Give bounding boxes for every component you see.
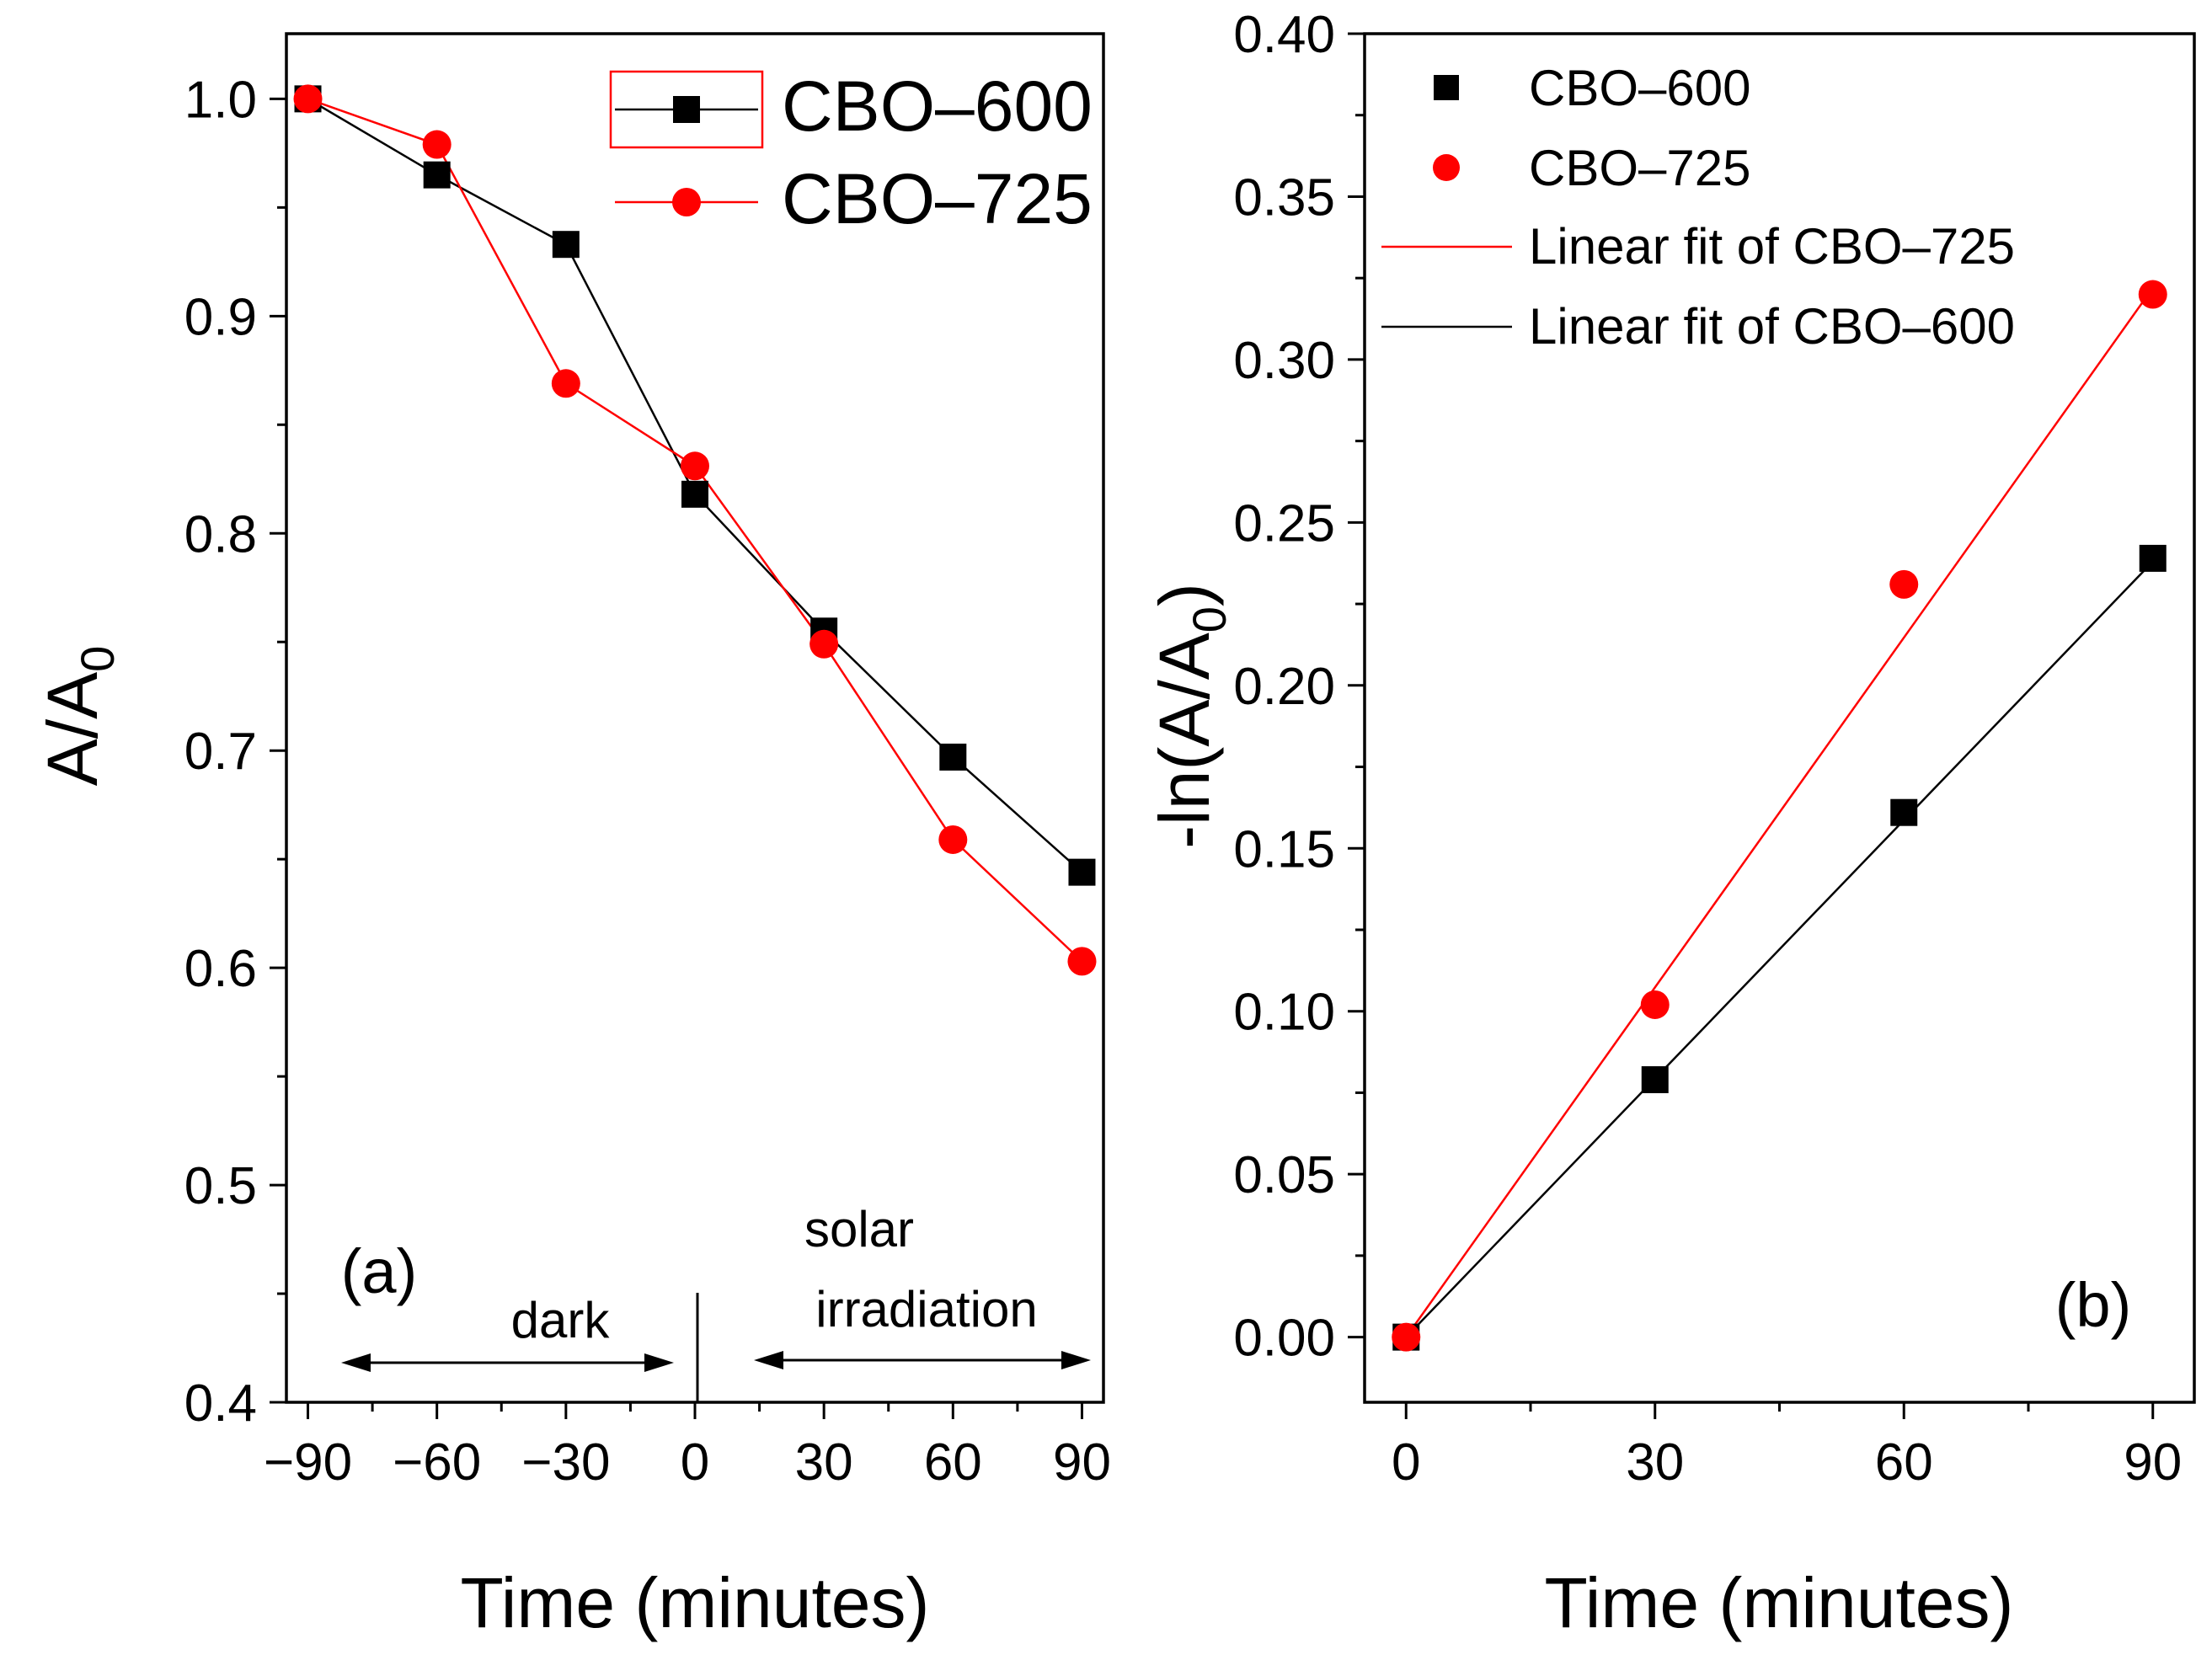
y-tick-label: 0.30 [1233, 332, 1335, 390]
data-point-circle [681, 451, 709, 481]
data-point-circle [938, 825, 968, 854]
y-tick-label: 0.8 [184, 505, 257, 563]
fit-line [1405, 560, 2154, 1338]
data-point-circle [1067, 947, 1097, 976]
x-tick-label: −30 [521, 1433, 610, 1492]
y-tick-label: 0.40 [1233, 6, 1335, 64]
x-tick-label: −90 [264, 1433, 352, 1492]
x-tick-label: 30 [1626, 1433, 1684, 1492]
panel-a-ticks [270, 97, 1083, 1419]
dark-arrow [341, 1353, 674, 1372]
data-point-circle [1392, 1322, 1421, 1352]
legend-label-cbo725-b: CBO–725 [1529, 140, 1751, 196]
legend-highlight-box [609, 70, 764, 149]
panel-b-series [1392, 280, 2167, 1352]
data-point-circle [422, 130, 451, 159]
data-point-square [423, 161, 451, 189]
panel-b-legend: CBO–600 CBO–725 Linear fit of CBO–725 Li… [1381, 60, 2015, 355]
data-point-circle [809, 629, 839, 659]
x-tick-label: 30 [795, 1433, 853, 1492]
data-point-square [681, 480, 708, 508]
panel-a-legend: CBO–600 CBO–725 [609, 67, 1093, 238]
legend-label-cbo600: CBO–600 [782, 67, 1093, 146]
y-tick-label: 0.9 [184, 288, 257, 346]
x-tick-label: 90 [1053, 1433, 1111, 1492]
panel-a-x-axis-title: Time (minutes) [461, 1563, 930, 1642]
irradiation-arrow [754, 1351, 1091, 1369]
y-tick-label: 0.15 [1233, 820, 1335, 878]
solar-label: solar [804, 1201, 914, 1257]
panel-a: −90 −60 −30 0 30 60 90 0.4 0.5 0.6 0.7 0.8 0.9 1.0 da… [33, 32, 1111, 1642]
y-tick-label: 0.25 [1233, 494, 1335, 552]
legend-label-fit725: Linear fit of CBO–725 [1529, 218, 2015, 275]
y-tick-label: 0.4 [184, 1374, 257, 1433]
y-tick-label: 0.05 [1233, 1146, 1335, 1204]
data-point-circle [293, 84, 323, 114]
y-tick-label: 0.20 [1233, 658, 1335, 716]
panel-a-tick-labels: −90 −60 −30 0 30 60 90 0.4 0.5 0.6 0.7 0.8 0.9 1.0 [184, 71, 1111, 1492]
data-point-circle [1889, 569, 1919, 599]
legend-label-fit600: Linear fit of CBO–600 [1529, 298, 2015, 355]
y-tick-label: 0.6 [184, 940, 257, 998]
data-point-square [2139, 544, 2167, 572]
legend-marker-cbo725-b [1433, 154, 1460, 181]
x-tick-label: 0 [1392, 1433, 1420, 1492]
fit-line [1405, 287, 2154, 1338]
panel-a-frame [285, 32, 1105, 1404]
data-point-circle [1640, 990, 1670, 1019]
x-tick-label: 60 [1875, 1433, 1933, 1492]
panel-a-series [293, 84, 1097, 976]
x-tick-label: 60 [924, 1433, 982, 1492]
legend-marker-cbo600-b [1434, 75, 1459, 100]
panel-b-ticks [1348, 32, 2155, 1419]
y-tick-label: 0.00 [1233, 1310, 1335, 1368]
data-point-circle [551, 369, 580, 398]
data-point-square [1641, 1065, 1669, 1093]
y-tick-label: 0.10 [1233, 984, 1335, 1042]
data-point-square [1068, 858, 1096, 886]
panel-a-label: (a) [341, 1236, 417, 1306]
y-tick-label: 0.5 [184, 1157, 257, 1215]
legend-marker-cbo600 [673, 96, 700, 123]
y-tick-label: 0.35 [1233, 168, 1335, 227]
data-point-square [1890, 798, 1918, 826]
irradiation-label: irradiation [815, 1281, 1037, 1337]
data-point-circle [2138, 280, 2167, 309]
legend-marker-cbo725 [672, 188, 701, 216]
x-tick-label: 0 [681, 1433, 709, 1492]
panel-b-x-axis-title: Time (minutes) [1545, 1563, 2014, 1642]
y-tick-label: 0.7 [184, 723, 257, 781]
x-tick-label: −60 [393, 1433, 481, 1492]
panel-b: 0 30 60 90 0.00 0.05 0.10 0.15 0.20 0.25 0.30 0.35 0… [1145, 6, 2196, 1642]
legend-label-cbo600-b: CBO–600 [1529, 60, 1751, 116]
x-tick-label: 90 [2124, 1433, 2182, 1492]
data-point-square [939, 743, 967, 771]
data-point-square [552, 231, 580, 259]
panel-b-y-axis-title: -ln(A/A0) [1145, 583, 1236, 849]
legend-label-cbo725: CBO–725 [782, 159, 1093, 238]
dark-label: dark [511, 1292, 611, 1348]
panel-b-label: (b) [2055, 1270, 2131, 1340]
panel-b-tick-labels: 0 30 60 90 0.00 0.05 0.10 0.15 0.20 0.25 0.30 0.35 0… [1233, 6, 2182, 1492]
y-tick-label: 1.0 [184, 71, 257, 129]
panel-a-y-axis-title: A/A0 [33, 646, 124, 787]
